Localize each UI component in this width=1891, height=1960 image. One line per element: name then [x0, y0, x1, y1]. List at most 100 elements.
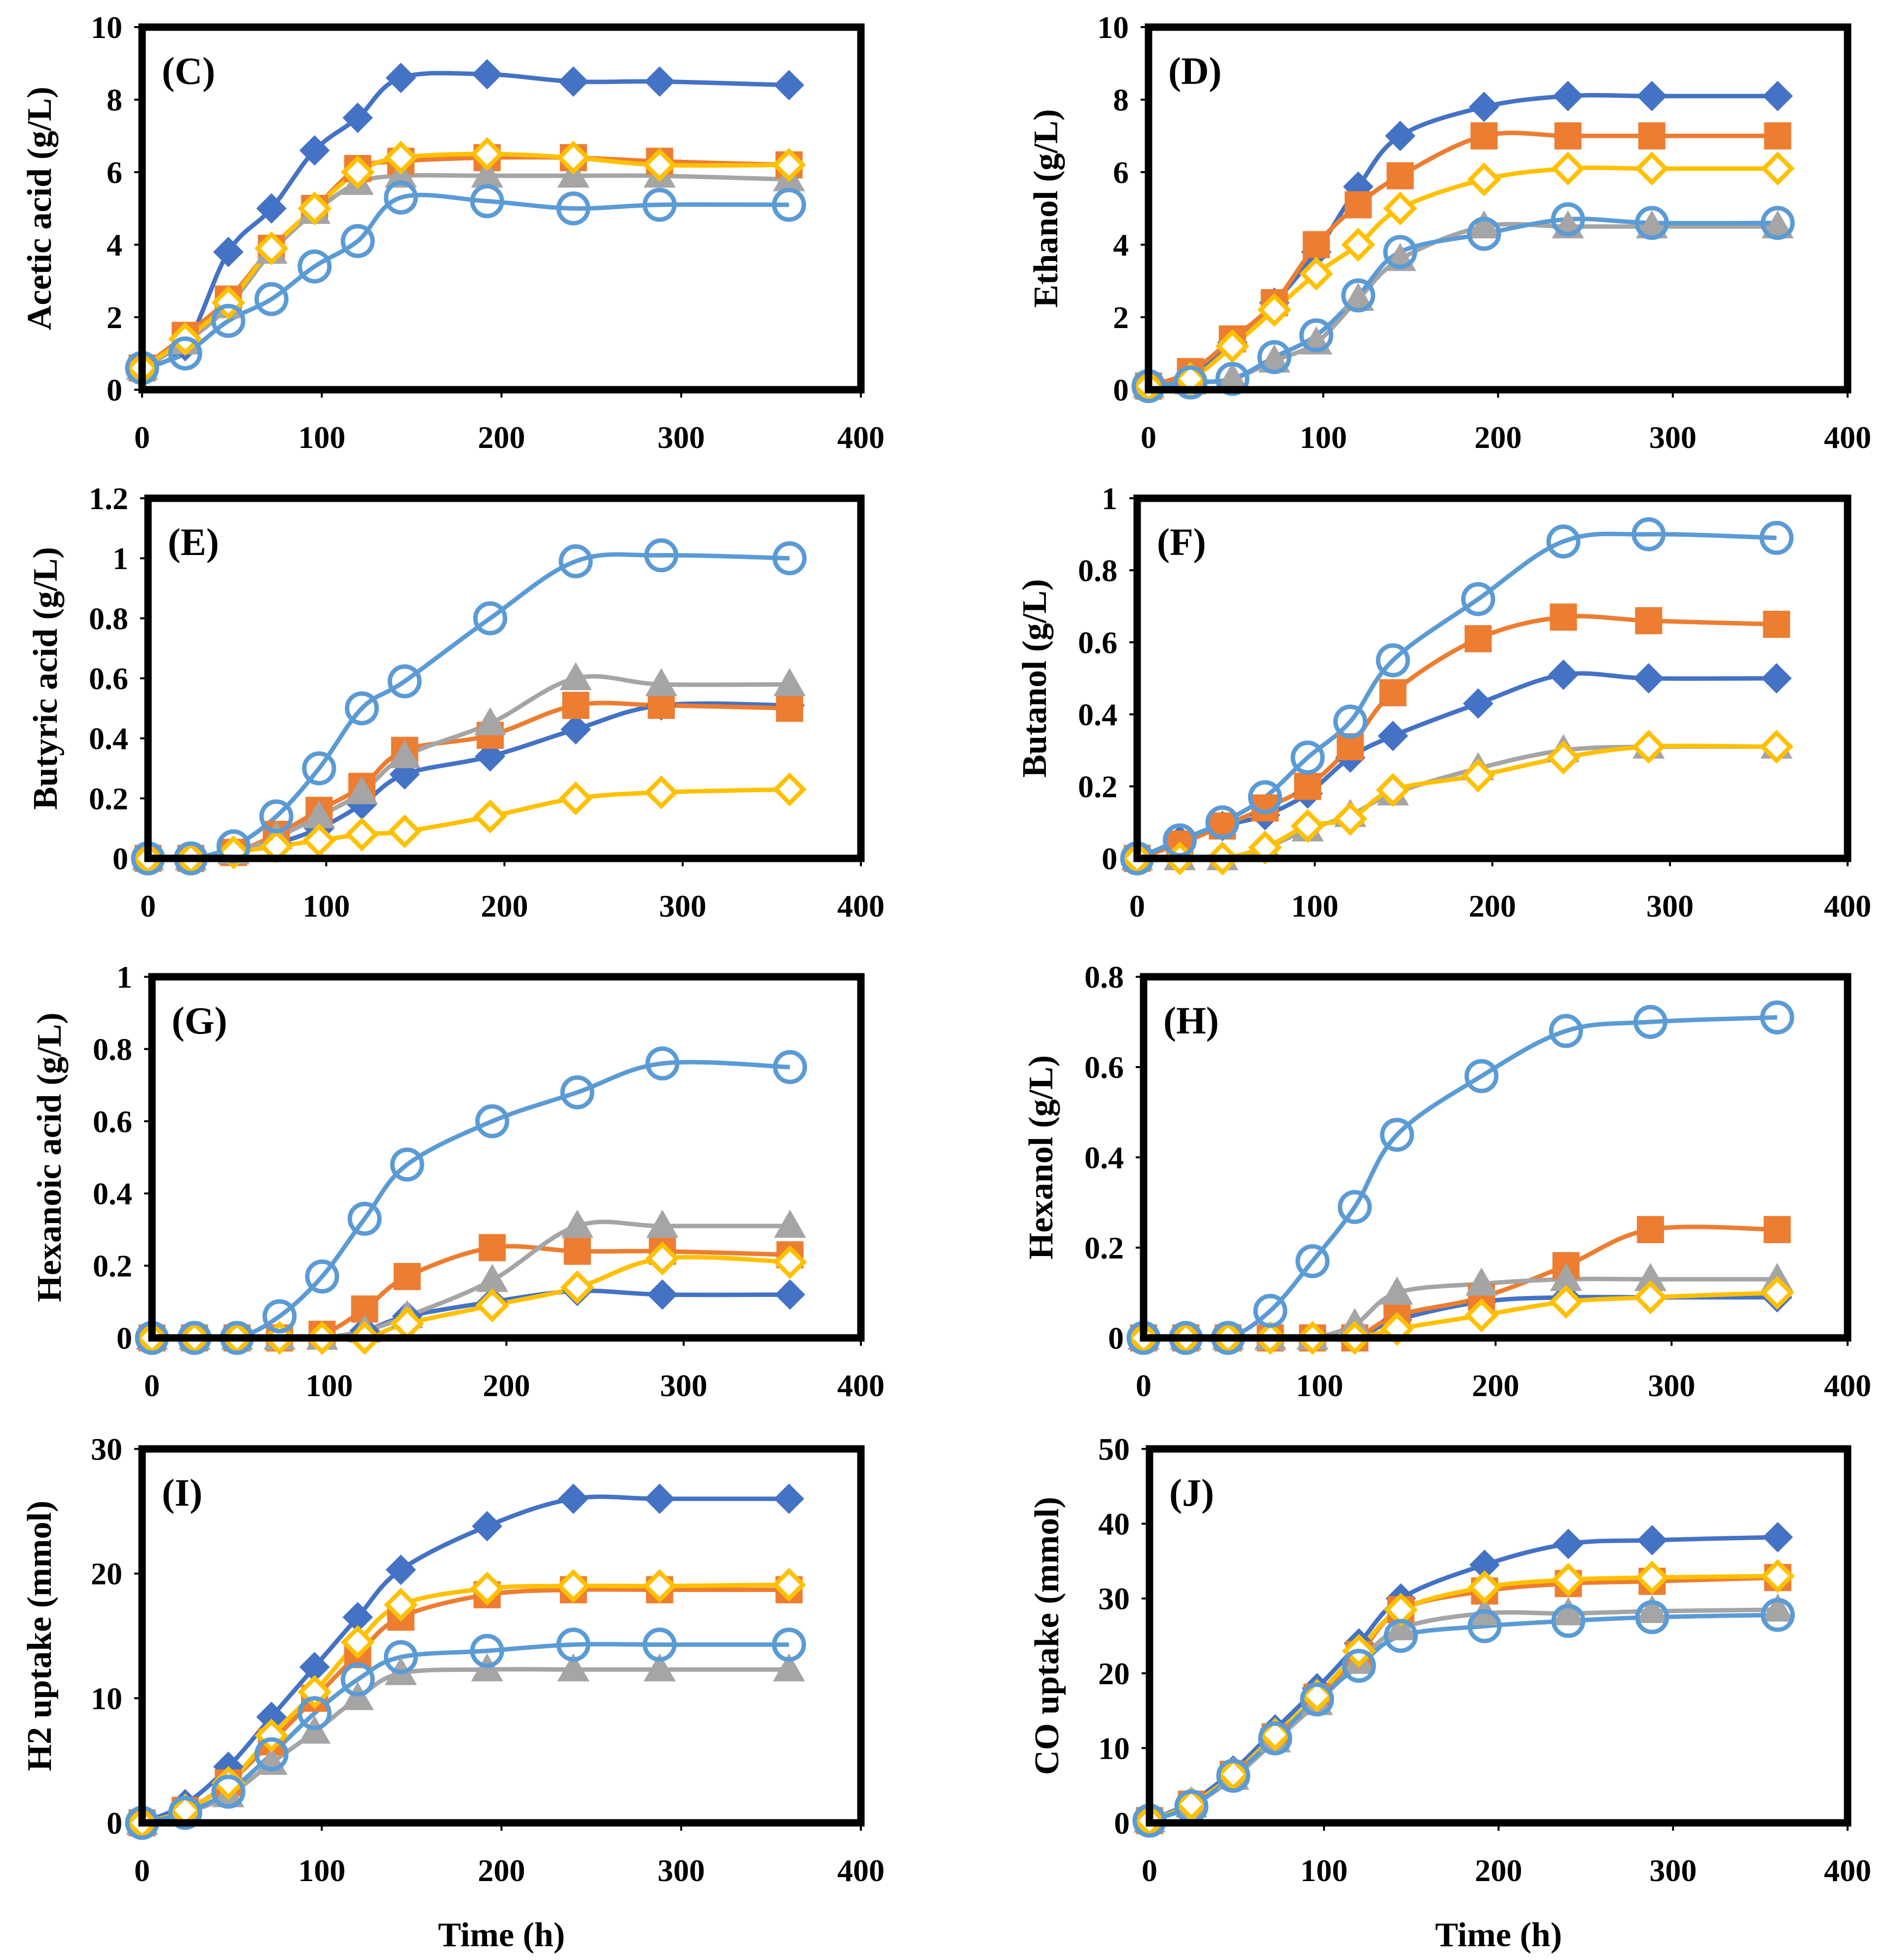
y-tick-label: 8 — [107, 82, 122, 117]
data-point — [772, 1627, 806, 1662]
data-point — [1635, 1600, 1669, 1634]
data-point — [559, 662, 592, 690]
series-line — [141, 192, 789, 370]
y-tick-label: 0 — [107, 1806, 122, 1841]
x-tick-label: 400 — [837, 1853, 885, 1888]
y-axis-label: Ethanol (g/L) — [1027, 109, 1065, 308]
data-point — [1253, 1294, 1288, 1328]
data-point — [299, 135, 330, 166]
data-point — [1553, 80, 1584, 111]
data-point — [345, 691, 379, 726]
data-point — [644, 66, 675, 97]
y-tick-label: 1 — [112, 541, 128, 576]
y-tick-label: 20 — [91, 1556, 122, 1591]
data-point — [1381, 1276, 1413, 1305]
data-point — [1634, 151, 1669, 186]
data-point — [384, 180, 418, 215]
y-tick-label: 0.8 — [1078, 553, 1117, 588]
x-tick-label: 100 — [1296, 1368, 1343, 1403]
x-tick-label: 100 — [305, 1368, 353, 1403]
data-point — [473, 799, 507, 834]
data-point — [393, 1263, 421, 1291]
y-tick-label: 0.8 — [1084, 960, 1124, 995]
x-tick-label: 100 — [298, 1853, 345, 1888]
data-point — [262, 1299, 297, 1333]
y-tick-label: 10 — [91, 1681, 122, 1716]
data-point — [644, 775, 678, 810]
x-tick-label: 0 — [144, 1368, 160, 1403]
data-point — [347, 1201, 382, 1236]
data-point — [642, 148, 677, 182]
y-tick-label: 30 — [1098, 1581, 1130, 1616]
x-tick-label: 200 — [478, 420, 525, 455]
data-point — [470, 1571, 504, 1606]
x-tick-label: 0 — [1141, 420, 1156, 455]
data-point — [773, 1050, 807, 1084]
data-point — [1291, 809, 1325, 843]
data-point — [1762, 80, 1793, 111]
data-point — [1376, 773, 1410, 807]
data-point — [1464, 1298, 1499, 1332]
x-tick-label: 200 — [1469, 888, 1516, 924]
y-tick-label: 10 — [1097, 10, 1129, 45]
data-point — [211, 303, 246, 338]
data-point — [647, 692, 675, 719]
data-point — [1631, 730, 1666, 764]
data-point — [1549, 1014, 1583, 1048]
x-tick-label: 300 — [660, 1368, 707, 1403]
x-axis-label: Time (h) — [1435, 1916, 1562, 1954]
y-tick-label: 30 — [91, 1432, 122, 1467]
y-axis-label: Butyric acid (g/L) — [27, 547, 65, 810]
data-point — [1759, 520, 1794, 555]
y-tick-label: 10 — [1098, 1731, 1130, 1766]
data-point — [560, 1075, 594, 1109]
chart-panel: 0 0.2 0.4 0.6 0.8 1 1.2 0 100 200 300 400 (E) Butyric… — [27, 481, 885, 924]
data-point — [1384, 1592, 1418, 1627]
data-point — [558, 66, 589, 97]
y-tick-label: 0.2 — [89, 781, 128, 816]
data-point — [297, 191, 332, 225]
data-point — [1383, 235, 1417, 269]
data-point — [1173, 365, 1208, 400]
series-line — [1144, 1015, 1778, 1342]
data-point — [1377, 720, 1409, 751]
y-tick-label: 4 — [1113, 227, 1129, 262]
data-point — [340, 1662, 375, 1697]
data-point — [470, 1633, 504, 1668]
data-point — [1464, 625, 1492, 653]
data-point — [470, 184, 504, 219]
data-point — [773, 772, 807, 807]
x-tick-label: 400 — [837, 420, 885, 455]
y-tick-label: 0 — [1102, 841, 1117, 876]
data-point — [472, 1511, 503, 1542]
data-point — [1633, 1005, 1668, 1039]
data-point — [776, 695, 803, 722]
data-point — [1546, 740, 1581, 775]
panel-label: (E) — [168, 520, 219, 563]
data-point — [1341, 278, 1375, 313]
data-point — [1550, 603, 1577, 631]
data-point — [1548, 659, 1579, 690]
series-line — [152, 1060, 790, 1342]
data-point — [645, 1046, 680, 1081]
y-tick-label: 0.6 — [1078, 625, 1117, 660]
y-tick-label: 0.4 — [89, 721, 128, 756]
data-point — [642, 187, 677, 222]
y-tick-label: 0 — [112, 841, 128, 876]
data-point — [561, 1210, 593, 1238]
data-point — [1764, 122, 1791, 149]
data-point — [254, 282, 289, 316]
data-point — [1635, 607, 1663, 634]
y-tick-label: 4 — [107, 227, 122, 262]
y-tick-label: 0.2 — [93, 1249, 132, 1284]
x-tick-label: 300 — [1646, 888, 1694, 924]
y-tick-label: 0.2 — [1084, 1230, 1124, 1265]
panel-label: (I) — [162, 1471, 202, 1514]
data-point — [1636, 1525, 1668, 1555]
plot-frame — [138, 1445, 865, 1827]
panel-label: (G) — [172, 999, 227, 1042]
series-line — [141, 151, 789, 370]
data-point — [475, 1288, 510, 1323]
data-point — [1761, 663, 1792, 694]
y-axis-label: H2 uptake (mmol) — [21, 1501, 59, 1771]
